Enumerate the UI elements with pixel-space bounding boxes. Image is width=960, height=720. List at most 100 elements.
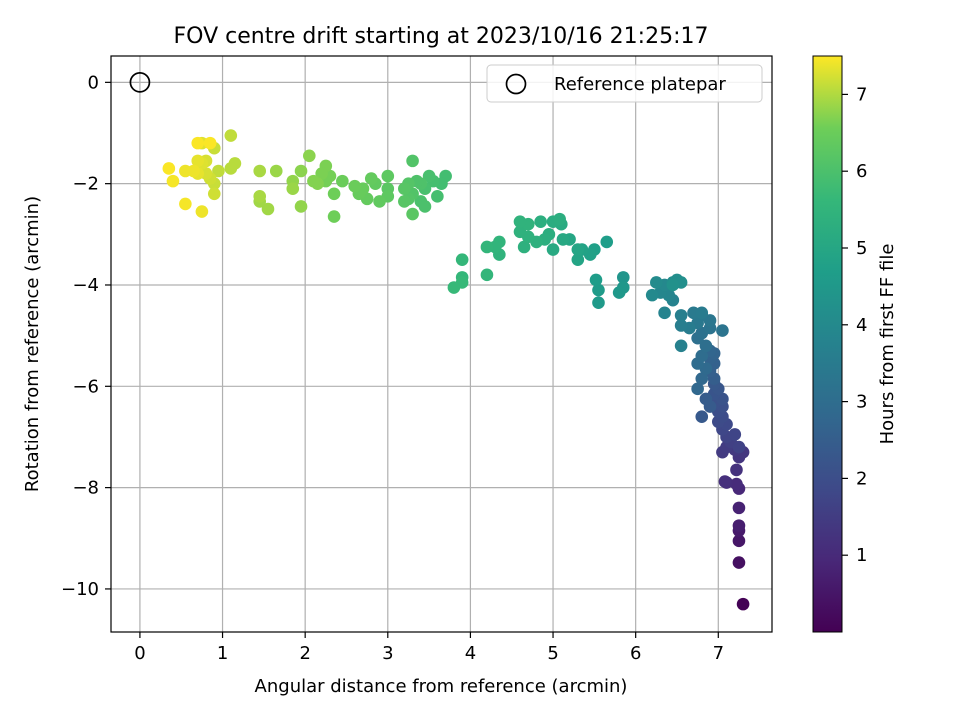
data-point: [513, 225, 527, 239]
data-point: [398, 195, 411, 208]
data-point: [691, 382, 704, 396]
chart-title: FOV centre drift starting at 2023/10/16 …: [174, 24, 709, 49]
data-point: [307, 174, 320, 188]
data-point: [224, 129, 238, 142]
legend-marker: [505, 73, 527, 95]
data-point: [616, 271, 630, 284]
data-point: [455, 253, 469, 266]
x-axis-label: Angular distance from reference (arcmin): [255, 676, 628, 697]
x-tick-label: 3: [382, 643, 393, 664]
x-axis-ticks: 0 1 2 3 4 5 6 7: [134, 632, 724, 664]
data-point: [546, 243, 560, 256]
data-point: [447, 281, 461, 294]
data-point: [699, 392, 713, 406]
data-point: [658, 306, 671, 320]
data-point: [480, 268, 494, 282]
data-point: [207, 187, 221, 201]
data-point: [600, 235, 614, 249]
data-point: [406, 154, 419, 168]
colorbar-tick-label: 4: [856, 315, 867, 336]
data-point: [431, 190, 444, 203]
data-point: [534, 215, 547, 228]
data-point: [718, 475, 732, 488]
data-point: [381, 169, 395, 183]
data-point: [674, 339, 688, 353]
data-point: [406, 207, 419, 221]
data-point: [695, 410, 709, 423]
colorbar-tick-label: 6: [856, 161, 867, 182]
y-tick-label: −10: [61, 579, 99, 600]
data-point: [166, 174, 180, 188]
y-tick-label: −6: [72, 376, 99, 397]
data-point: [294, 164, 308, 178]
data-point: [398, 182, 411, 196]
colorbar-ticks: 1 2 3 4 5 6 7: [842, 84, 867, 566]
data-point: [480, 240, 494, 254]
y-axis-ticks: 0 −2 −4 −6 −8 −10: [61, 72, 111, 600]
data-point: [645, 288, 659, 302]
data-point: [203, 136, 217, 150]
plot-frame: [110, 55, 773, 633]
data-point: [327, 187, 341, 201]
colorbar-tick-label: 5: [856, 238, 867, 259]
data-point: [650, 276, 663, 289]
data-point: [695, 349, 709, 363]
data-point: [162, 162, 176, 175]
data-point: [612, 286, 626, 299]
colorbar-label: Hours from first FF file: [877, 244, 898, 445]
data-point: [556, 233, 570, 246]
data-point: [191, 154, 205, 168]
x-tick-label: 2: [299, 643, 310, 664]
data-point: [732, 501, 746, 515]
data-point: [327, 210, 341, 223]
x-tick-label: 6: [630, 643, 641, 664]
data-point: [736, 597, 750, 611]
data-point: [674, 319, 688, 332]
data-point: [179, 164, 192, 178]
legend: Reference platepar: [486, 64, 763, 103]
data-point: [674, 309, 688, 322]
data-point: [716, 324, 729, 337]
data-point: [336, 174, 349, 188]
data-point: [261, 202, 275, 216]
data-point: [212, 164, 225, 178]
data-point: [286, 182, 300, 196]
legend-box: [486, 64, 763, 103]
reference-platepar-marker: [129, 71, 151, 93]
y-tick-label: −4: [72, 275, 99, 296]
data-point: [732, 556, 746, 569]
data-point: [571, 253, 585, 266]
x-tick-label: 4: [465, 643, 476, 664]
x-tick-label: 7: [713, 643, 724, 664]
data-point: [294, 200, 308, 213]
y-tick-label: −2: [72, 174, 99, 195]
legend-entry-reference-platepar: Reference platepar: [554, 74, 726, 95]
data-point: [422, 169, 436, 183]
y-tick-label: −8: [72, 478, 99, 499]
data-point: [730, 477, 743, 491]
data-point: [418, 200, 432, 213]
y-axis-label: Rotation from reference (arcmin): [22, 196, 43, 492]
x-tick-label: 0: [134, 643, 145, 664]
data-point: [373, 195, 386, 208]
data-point: [732, 440, 746, 454]
data-point: [224, 162, 238, 175]
data-point: [666, 278, 680, 292]
x-tick-label: 1: [217, 643, 228, 664]
data-point: [553, 212, 566, 226]
data-point: [695, 306, 709, 320]
data-point: [179, 197, 192, 211]
data-point: [571, 243, 585, 256]
data-point: [303, 149, 316, 163]
data-point: [195, 205, 209, 218]
colorbar-tick-label: 2: [856, 468, 867, 489]
data-points: [162, 129, 750, 611]
data-point: [253, 164, 267, 178]
data-point: [315, 167, 328, 180]
data-point: [730, 463, 743, 477]
y-tick-label: 0: [88, 72, 99, 93]
data-point: [592, 283, 605, 297]
data-point: [732, 519, 746, 532]
data-point: [191, 136, 205, 150]
